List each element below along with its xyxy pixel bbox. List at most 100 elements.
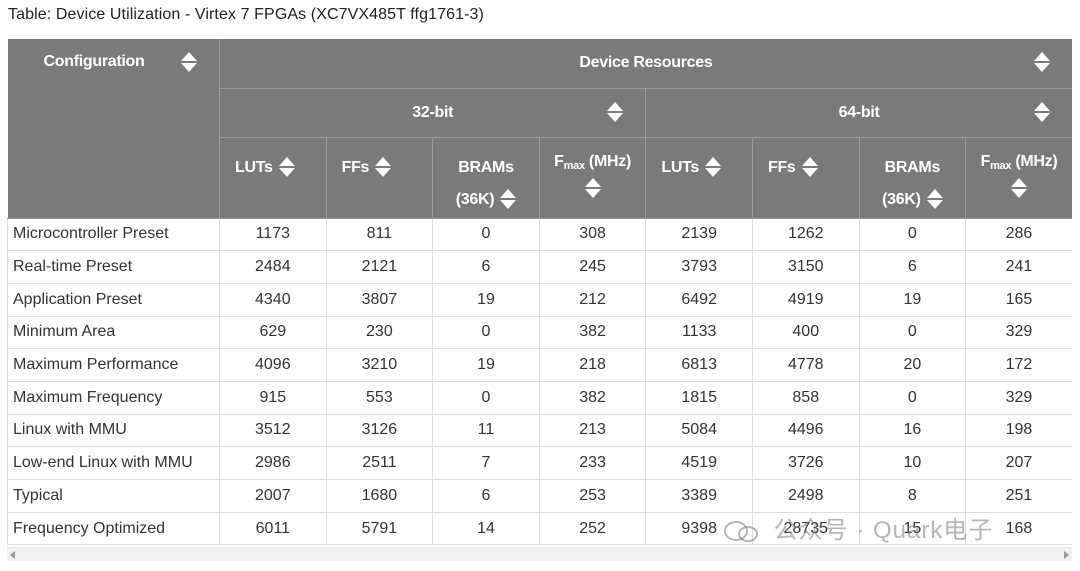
cell-fmax-32: 245 <box>539 250 647 284</box>
cell-fmax-32: 382 <box>539 316 647 350</box>
table-row: Low-end Linux with MMU 2986 2511 7 233 4… <box>7 446 1072 480</box>
cell-luts-64: 4519 <box>645 446 753 480</box>
table-row: Maximum Frequency 915 553 0 382 1815 858… <box>7 381 1072 415</box>
cell-brams-64: 15 <box>859 512 967 546</box>
table-scroll-container[interactable]: Configuration Device Resources 32-bit 64… <box>7 39 1072 547</box>
device-utilization-table: Configuration Device Resources 32-bit 64… <box>7 39 1072 546</box>
cell-fmax-64: 172 <box>965 348 1072 382</box>
table-row: Real-time Preset 2484 2121 6 245 3793 31… <box>7 250 1072 284</box>
header-fmax-64[interactable]: Fmax (MHz) <box>965 137 1072 219</box>
table-row: Frequency Optimized 6011 5791 14 252 939… <box>7 512 1072 546</box>
cell-luts-64: 9398 <box>645 512 753 546</box>
sort-icon[interactable] <box>801 156 818 178</box>
row-name: Minimum Area <box>7 316 220 350</box>
cell-brams-32: 6 <box>432 250 540 284</box>
cell-luts-32: 4096 <box>219 348 327 382</box>
header-luts-64[interactable]: LUTs <box>645 137 753 219</box>
cell-brams-32: 7 <box>432 446 540 480</box>
cell-fmax-64: 251 <box>965 479 1072 513</box>
header-brams-64[interactable]: BRAMs (36K) <box>859 137 967 219</box>
table-body: Microcontroller Preset 1173 811 0 308 21… <box>7 218 1072 546</box>
cell-luts-32: 629 <box>219 316 327 350</box>
header-32bit[interactable]: 32-bit <box>219 88 647 138</box>
header-ffs-label: FFs <box>341 158 370 176</box>
cell-luts-64: 3793 <box>645 250 753 284</box>
table-row: Application Preset 4340 3807 19 212 6492… <box>7 283 1072 317</box>
header-configuration[interactable]: Configuration <box>7 39 220 219</box>
header-32bit-label: 32-bit <box>412 103 454 121</box>
cell-fmax-32: 382 <box>539 381 647 415</box>
cell-luts-32: 915 <box>219 381 327 415</box>
cell-luts-64: 2139 <box>645 218 753 252</box>
header-fmax-base: F <box>554 152 564 170</box>
cell-brams-32: 6 <box>432 479 540 513</box>
header-ffs-32[interactable]: FFs <box>326 137 434 219</box>
header-fmax-unit: (MHz) <box>1011 152 1058 170</box>
cell-brams-32: 0 <box>432 218 540 252</box>
sort-icon[interactable] <box>1010 177 1027 199</box>
cell-fmax-32: 212 <box>539 283 647 317</box>
cell-brams-64: 0 <box>859 316 967 350</box>
cell-luts-32: 3512 <box>219 414 327 448</box>
arrow-right-icon[interactable] <box>1064 551 1069 559</box>
sort-icon[interactable] <box>1033 101 1050 123</box>
header-brams-unit: (36K) <box>455 190 495 208</box>
row-name: Microcontroller Preset <box>7 218 220 252</box>
table-row: Typical 2007 1680 6 253 3389 2498 8 251 <box>7 479 1072 513</box>
sort-icon[interactable] <box>375 156 392 178</box>
cell-brams-64: 0 <box>859 381 967 415</box>
row-name: Application Preset <box>7 283 220 317</box>
header-ffs-64[interactable]: FFs <box>752 137 860 219</box>
cell-brams-64: 16 <box>859 414 967 448</box>
cell-ffs-64: 4919 <box>752 283 860 317</box>
cell-fmax-64: 329 <box>965 316 1072 350</box>
cell-fmax-64: 241 <box>965 250 1072 284</box>
cell-brams-32: 0 <box>432 381 540 415</box>
cell-luts-32: 4340 <box>219 283 327 317</box>
cell-fmax-64: 207 <box>965 446 1072 480</box>
row-name: Maximum Frequency <box>7 381 220 415</box>
horizontal-scrollbar[interactable] <box>7 547 1072 561</box>
header-luts-label: LUTs <box>235 158 273 176</box>
sort-icon[interactable] <box>181 51 197 73</box>
header-device-resources[interactable]: Device Resources <box>219 39 1072 89</box>
cell-brams-32: 19 <box>432 348 540 382</box>
sort-icon[interactable] <box>705 156 721 178</box>
sort-icon[interactable] <box>584 177 601 199</box>
cell-ffs-64: 400 <box>752 316 860 350</box>
cell-ffs-32: 2511 <box>326 446 434 480</box>
row-name: Low-end Linux with MMU <box>7 446 220 480</box>
sort-icon[interactable] <box>1033 51 1050 73</box>
row-name: Maximum Performance <box>7 348 220 382</box>
cell-ffs-32: 230 <box>326 316 434 350</box>
arrow-left-icon[interactable] <box>10 551 15 559</box>
header-luts-32[interactable]: LUTs <box>219 137 327 219</box>
sort-icon[interactable] <box>607 101 624 123</box>
cell-fmax-32: 233 <box>539 446 647 480</box>
table-row: Microcontroller Preset 1173 811 0 308 21… <box>7 218 1072 252</box>
cell-ffs-64: 858 <box>752 381 860 415</box>
header-fmax-32[interactable]: Fmax (MHz) <box>539 137 647 219</box>
cell-fmax-32: 218 <box>539 348 647 382</box>
header-brams-32[interactable]: BRAMs (36K) <box>432 137 540 219</box>
cell-ffs-32: 3126 <box>326 414 434 448</box>
header-brams-unit: (36K) <box>882 190 921 208</box>
sort-icon[interactable] <box>926 188 943 210</box>
sort-icon[interactable] <box>500 188 517 210</box>
header-64bit[interactable]: 64-bit <box>645 88 1072 138</box>
table-row: Maximum Performance 4096 3210 19 218 681… <box>7 348 1072 382</box>
header-ffs-label: FFs <box>767 158 796 176</box>
sort-icon[interactable] <box>278 156 295 178</box>
cell-brams-32: 11 <box>432 414 540 448</box>
cell-ffs-64: 3726 <box>752 446 860 480</box>
cell-luts-32: 2007 <box>219 479 327 513</box>
header-brams-label: BRAMs <box>884 158 941 176</box>
cell-brams-32: 0 <box>432 316 540 350</box>
cell-ffs-32: 553 <box>326 381 434 415</box>
cell-brams-32: 14 <box>432 512 540 546</box>
header-brams-label: BRAMs <box>458 158 514 176</box>
cell-ffs-32: 3807 <box>326 283 434 317</box>
cell-brams-32: 19 <box>432 283 540 317</box>
cell-brams-64: 20 <box>859 348 967 382</box>
cell-ffs-32: 1680 <box>326 479 434 513</box>
